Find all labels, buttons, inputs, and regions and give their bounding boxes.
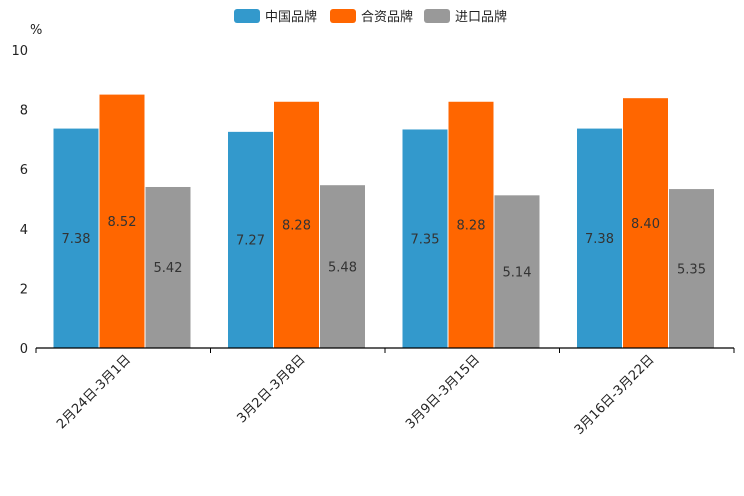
y-tick-label: 2 [20, 282, 28, 297]
data-label: 5.35 [677, 262, 706, 277]
data-label: 8.40 [631, 217, 660, 232]
legend-item[interactable]: 合资品牌 [330, 9, 413, 25]
data-label: 5.48 [328, 260, 357, 275]
y-tick-label: 4 [20, 223, 28, 238]
y-axis-unit-label: % [30, 23, 42, 38]
data-label: 8.52 [108, 215, 137, 230]
legend-item[interactable]: 中国品牌 [234, 9, 317, 25]
legend-label: 合资品牌 [361, 9, 413, 25]
y-tick-label: 6 [20, 163, 28, 178]
bar [98, 93, 146, 349]
legend-label: 中国品牌 [265, 9, 317, 25]
data-label: 7.38 [585, 232, 614, 247]
bar [227, 130, 274, 349]
legend-label: 进口品牌 [455, 9, 507, 25]
y-tick-label: 8 [20, 104, 28, 119]
y-tick-label: 10 [11, 44, 28, 59]
data-label: 8.28 [282, 219, 311, 234]
data-label: 5.42 [154, 261, 183, 276]
bar [144, 185, 192, 349]
data-label: 8.28 [457, 219, 486, 234]
bar [319, 184, 366, 349]
x-tick-label: 3月2日-3月8日 [234, 352, 308, 426]
x-tick-label: 2月24日-3月1日 [54, 352, 134, 432]
x-axis: 2月24日-3月1日 3月2日-3月8日 3月9日-3月15日 3月16日-3月22日 [35, 347, 735, 438]
legend-swatch [330, 9, 356, 23]
x-tick-label: 3月9日-3月15日 [403, 352, 483, 432]
data-label: 7.38 [62, 232, 91, 247]
legend-swatch [424, 9, 450, 23]
data-label: 7.35 [411, 232, 440, 247]
legend: 中国品牌 合资品牌 进口品牌 [234, 9, 507, 25]
y-tick-label: 0 [20, 342, 28, 357]
bar [447, 100, 495, 349]
x-tick-label: 3月16日-3月22日 [572, 352, 658, 438]
y-axis: 0 2 4 6 8 10 [11, 44, 28, 357]
legend-swatch [234, 9, 260, 23]
bar [668, 188, 715, 349]
data-label: 5.14 [503, 265, 532, 280]
bars: 7.38 8.52 5.42 7.27 8.28 5.48 7.35 8.28 5.14 7.38… [52, 93, 715, 349]
bar [52, 127, 100, 349]
bar [273, 100, 320, 349]
data-label: 7.27 [236, 234, 265, 249]
legend-item[interactable]: 进口品牌 [424, 9, 507, 25]
bar [576, 127, 623, 349]
